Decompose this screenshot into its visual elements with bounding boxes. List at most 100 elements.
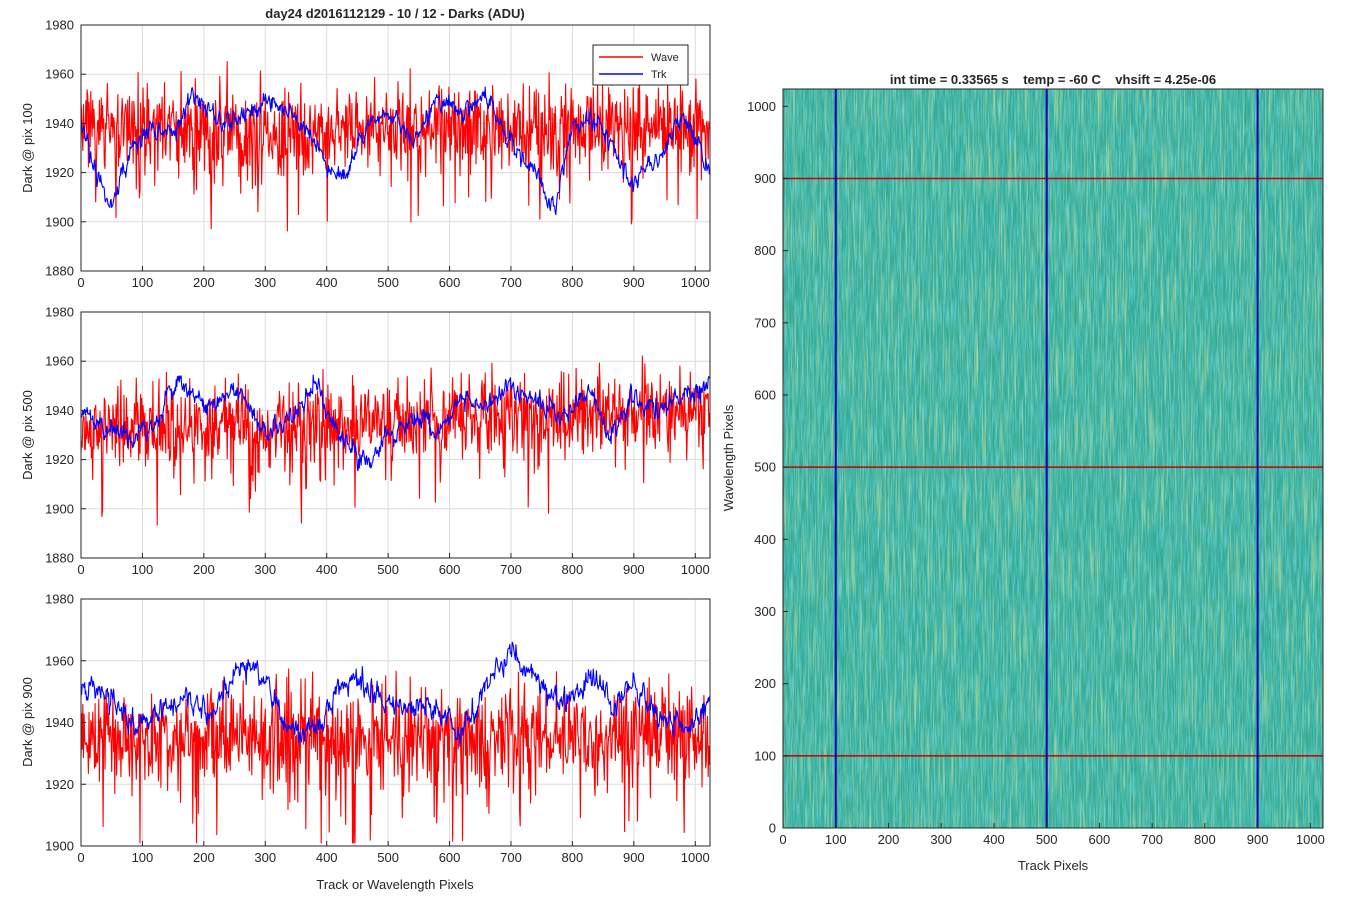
series-wave-line [81,61,710,232]
x-tick-label: 1000 [681,562,710,577]
y-tick-label: 1960 [45,354,74,369]
y-tick-label: 1940 [45,715,74,730]
x-tick-label: 100 [132,275,154,290]
series-wave-line [81,668,710,844]
series-trk-line [81,641,710,747]
series-trk-line [81,374,710,472]
legend-box [592,44,689,86]
x-tick-label: 0 [77,562,84,577]
axes-box [80,311,711,559]
y-tick-label: 1920 [45,777,74,792]
x-tick-label: 900 [1247,832,1269,847]
x-tick-label: 500 [377,562,399,577]
x-tick-label: 300 [254,562,276,577]
figure-title: day24 d2016112129 - 10 / 12 - Darks (ADU… [265,6,524,21]
x-tick-label: 400 [316,850,338,865]
series-group [81,641,710,844]
x-tick-label: 600 [439,562,461,577]
x-tick-label: 200 [193,850,215,865]
y-axis-label: Dark @ pix 900 [20,677,35,767]
image-axes-box [782,88,1324,829]
x-tick-labels: 0 100 200 300 400 500 600 700 800 900 1000 [77,841,710,865]
x-tick-label: 400 [316,562,338,577]
legend: Wave Trk [592,44,689,86]
x-tick-label: 300 [254,850,276,865]
x-axis-label: Track or Wavelength Pixels [316,877,474,892]
y-tick-label: 1980 [45,305,74,320]
y-axis-label: Dark @ pix 100 [20,103,35,193]
y-tick-label: 1980 [45,18,74,33]
y-tick-label: 0 [769,821,776,836]
y-tick-labels: 0 100 200 300 400 500 600 700 800 900 1000 [747,99,788,836]
y-tick-label: 1920 [45,165,74,180]
y-tick-label: 1940 [45,116,74,131]
x-tick-label: 0 [77,850,84,865]
x-tick-label: 200 [193,562,215,577]
x-tick-label: 500 [377,850,399,865]
y-tick-label: 1940 [45,403,74,418]
y-tick-label: 1960 [45,653,74,668]
dark-frame-image: int time = 0.33565 s temp = -60 C vhsift… [721,72,1325,873]
x-tick-label: 600 [1089,832,1111,847]
x-tick-label: 1000 [681,275,710,290]
x-tick-label: 0 [779,832,786,847]
y-tick-label: 1880 [45,551,74,566]
x-tick-label: 0 [77,275,84,290]
y-tick-labels: 1880 1900 1920 1940 1960 1980 [45,305,86,566]
y-tick-label: 1900 [45,214,74,229]
dark-pix-500-plot: 0 100 200 300 400 500 600 700 800 900 1000 1880 190… [20,305,711,577]
legend-wave-label: Wave [651,52,679,64]
marker-lines [783,89,1323,828]
x-tick-label: 900 [623,275,645,290]
x-axis-label: Track Pixels [1018,858,1089,873]
y-tick-label: 400 [754,532,776,547]
x-tick-label: 900 [623,562,645,577]
x-tick-labels: 0 100 200 300 400 500 600 700 800 900 1000 [77,266,710,290]
y-tick-label: 1920 [45,452,74,467]
series-group [81,355,710,526]
y-tick-label: 500 [754,460,776,475]
image-area [783,89,1323,828]
x-tick-label: 1000 [1296,832,1325,847]
x-tick-labels: 0 100 200 300 400 500 600 700 800 900 1000 [779,823,1325,847]
y-tick-label: 600 [754,387,776,402]
y-tick-label: 200 [754,676,776,691]
x-tick-label: 300 [930,832,952,847]
x-tick-label: 400 [983,832,1005,847]
y-tick-label: 1900 [45,839,74,854]
x-tick-label: 400 [316,275,338,290]
image-title: int time = 0.33565 s temp = -60 C vhsift… [890,72,1216,87]
x-tick-label: 600 [439,850,461,865]
y-tick-labels: 1880 1900 1920 1940 1960 1980 [45,18,86,279]
dark-pix-900-plot: 0 100 200 300 400 500 600 700 800 900 1000 1900 192… [20,592,711,892]
series-group [81,61,710,232]
y-tick-label: 1000 [747,99,776,114]
y-tick-label: 1900 [45,501,74,516]
y-tick-label: 100 [754,748,776,763]
y-tick-label: 900 [754,171,776,186]
y-tick-labels: 1900 1920 1940 1960 1980 [45,592,86,854]
y-tick-label: 700 [754,315,776,330]
legend-trk-label: Trk [651,69,667,81]
x-tick-label: 700 [500,850,522,865]
series-trk-line [81,86,710,216]
x-tick-label: 800 [562,562,584,577]
image-noise-high [783,89,1323,828]
y-tick-label: 800 [754,243,776,258]
y-tick-label: 300 [754,604,776,619]
x-tick-label: 500 [377,275,399,290]
x-tick-label: 700 [1141,832,1163,847]
x-tick-label: 700 [500,275,522,290]
axes-box [80,24,711,272]
x-tick-label: 500 [1036,832,1058,847]
x-tick-label: 200 [878,832,900,847]
y-tick-label: 1880 [45,264,74,279]
x-tick-label: 700 [500,562,522,577]
x-tick-label: 900 [623,850,645,865]
x-tick-label: 600 [439,275,461,290]
x-tick-label: 300 [254,275,276,290]
y-tick-label: 1960 [45,67,74,82]
x-tick-label: 1000 [681,850,710,865]
dark-pix-100-plot: 0 100 200 300 400 500 600 700 800 900 1000 1880 190… [20,18,711,290]
